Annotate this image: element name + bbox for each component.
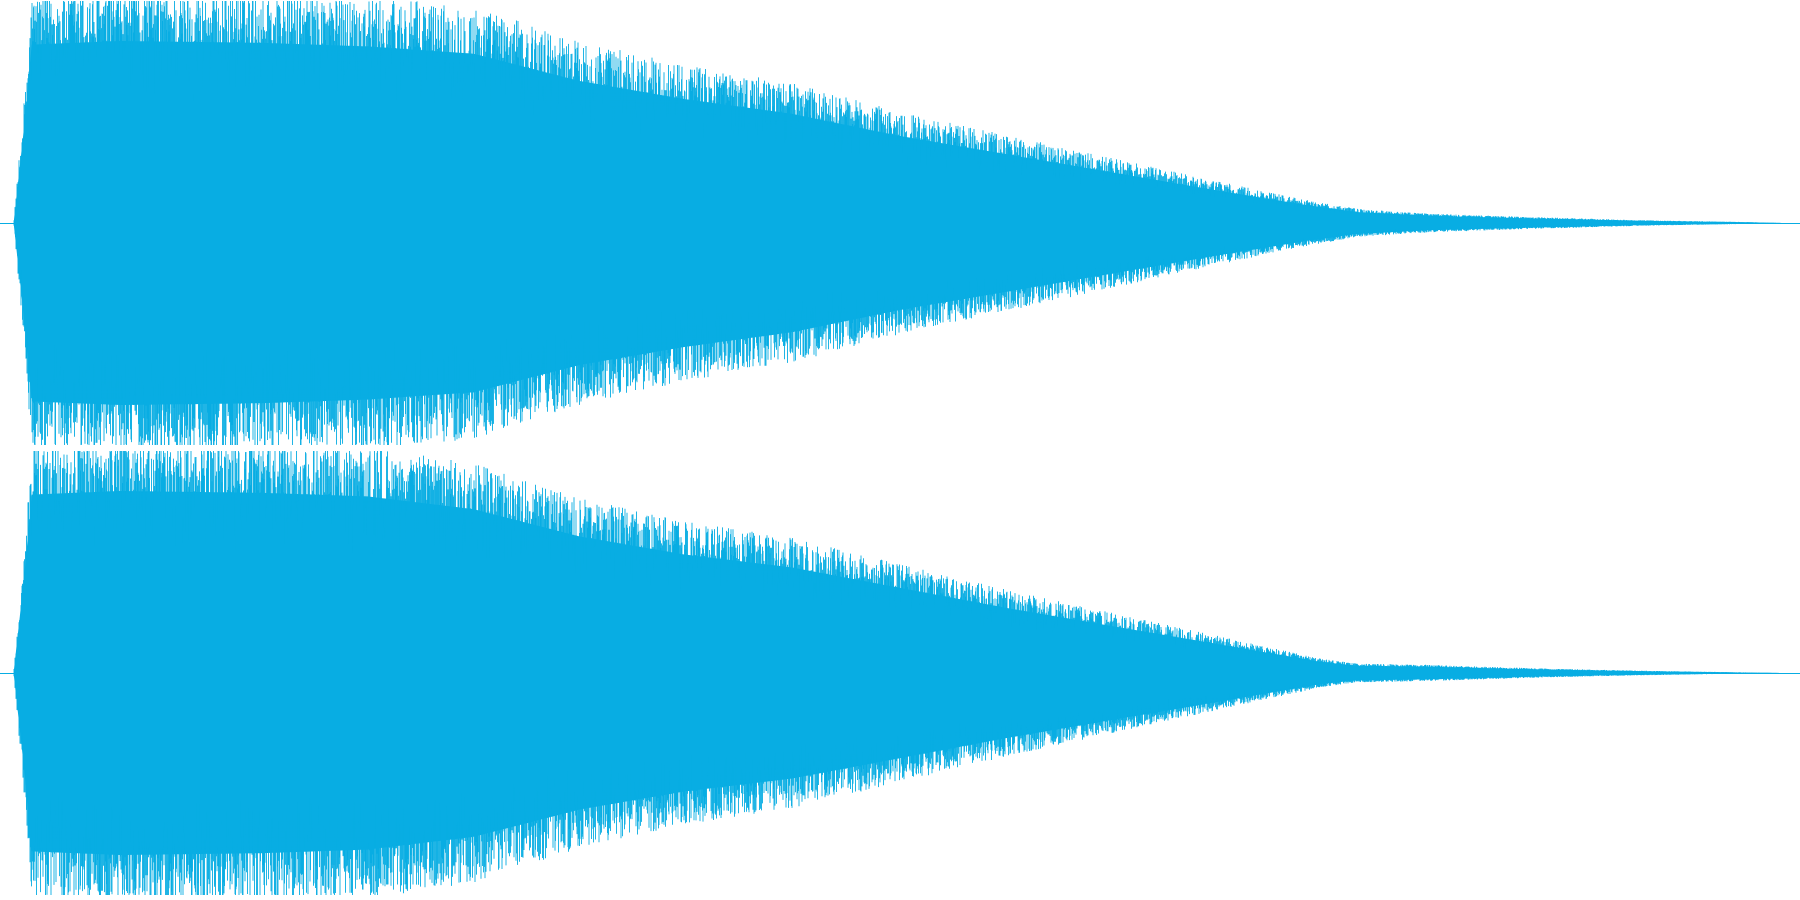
waveform-right-svg xyxy=(0,451,1800,895)
waveform-left-svg xyxy=(0,1,1800,445)
waveform-samples-left xyxy=(13,1,1781,445)
waveform-samples-right xyxy=(13,451,1779,895)
waveform-channel-left xyxy=(0,1,1800,445)
waveform-channel-right xyxy=(0,450,1800,900)
